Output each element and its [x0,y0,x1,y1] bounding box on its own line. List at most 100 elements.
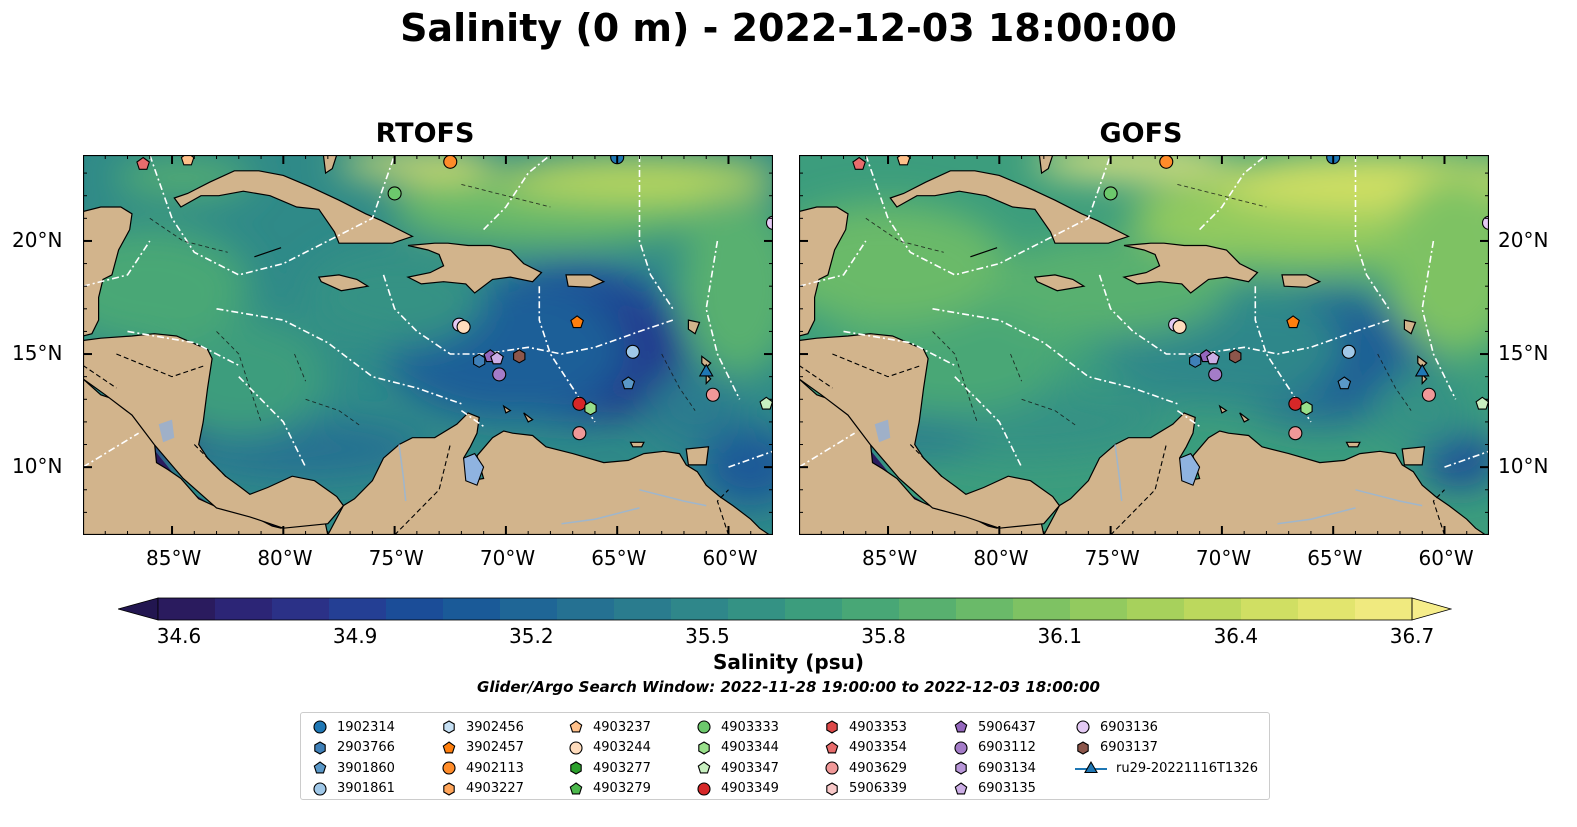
colorbar-segment [557,598,615,620]
eez-boundary [865,155,1112,276]
eez-boundary [460,409,485,428]
legend-column: 1902314 2903766 3901860 3901861 [311,717,395,799]
float-marker [572,426,587,441]
colorbar-segment [956,598,1014,620]
colorbar-segment [158,598,216,620]
legend-item: 6903137 [1074,738,1258,759]
legend-label: ru29-20221116T1326 [1116,760,1259,776]
legend-item: 4903344 [695,738,779,759]
bathymetry-contour [1177,183,1267,208]
legend-marker [443,720,455,734]
float-marker [621,376,636,390]
bathymetry-contour [149,217,228,253]
search-window-text: Glider/Argo Search Window: 2022-11-28 19… [477,678,1100,696]
bathymetry-contour [865,217,944,253]
float-marker [1206,351,1220,365]
legend-marker [954,741,968,755]
eez-boundary [1421,240,1457,400]
colorbar-segment [1184,598,1242,620]
legend-item: 4903279 [567,779,651,800]
legend-label: 4903349 [721,781,779,797]
legend-marker-icon [443,782,455,796]
legend-marker-icon [443,720,455,734]
float-marker [443,155,458,169]
legend-marker [569,782,583,795]
legend-column: 3902456 3902457 4902113 4903227 [440,717,524,799]
legend-item: 3901861 [311,779,395,800]
float-marker [1286,315,1300,329]
colorbar-segment [1241,598,1299,620]
float-marker [513,349,526,364]
legend-label: 6903112 [978,740,1036,756]
float-marker [765,215,773,230]
legend-marker [313,761,327,774]
legend-item: 6903135 [952,779,1036,800]
legend-marker [314,741,326,755]
legend-marker [1084,761,1098,774]
legend-marker-icon [1076,720,1090,734]
float-marker [852,156,866,170]
legend-marker [569,741,583,755]
main-title: Salinity (0 m) - 2022-12-03 18:00:00 [400,6,1177,50]
colorbar-tick-label: 36.1 [1037,624,1082,648]
float-marker [180,155,195,166]
map-frame [83,155,773,535]
legend-marker-icon [570,761,582,775]
legend-item: 4903629 [823,758,907,779]
legend-marker-icon [569,720,583,733]
colorbar-segment [1298,598,1356,620]
float-marker [896,155,911,166]
eez-boundary [705,240,741,400]
legend-marker [569,720,583,733]
legend-label: 4903333 [721,719,779,735]
legend-marker [443,782,455,796]
float-marker [1103,186,1118,201]
legend-item: 4903353 [823,717,907,738]
eez-boundary [1199,155,1267,231]
eez-boundary [83,240,151,287]
colorbar-segment [899,598,957,620]
legend-item: 5906339 [823,779,907,800]
legend-marker [442,761,456,775]
legend-marker [826,782,838,796]
float-marker [1414,363,1430,377]
legend-marker-icon [442,741,456,754]
colorbar-segment [842,598,900,620]
bathymetry-contour [216,331,262,423]
legend-marker-icon [1075,761,1107,774]
colorbar [118,597,1452,621]
legend-label: 2903766 [337,740,395,756]
eez-boundary [799,432,856,468]
legend-marker-icon [1077,741,1089,755]
legend-item: 4903227 [440,779,524,800]
country-border [832,353,922,378]
legend-marker [954,782,968,795]
legend-marker [825,761,839,775]
eez-boundary [1176,409,1201,428]
legend-marker [570,761,582,775]
float-marker [572,396,587,411]
lon-tick-label: 85°W [146,546,202,570]
legend-label: 6903137 [1100,740,1158,756]
legend-item: 6903112 [952,738,1036,759]
lon-tick-label: 70°W [1195,546,1252,570]
legend-item: 3902456 [440,717,524,738]
legend-label: 6903136 [1100,719,1158,735]
bathymetry-contour [661,353,696,411]
bathymetry-contour [1021,398,1078,427]
lat-tick-label: 10°N [1498,454,1549,479]
lat-tick-label: 20°N [12,227,63,252]
lat-tick-label: 10°N [12,454,63,479]
legend-item: 4903349 [695,779,779,800]
colorbar-segment [272,598,330,620]
bathymetry-contour [294,353,307,382]
float-marker [1288,426,1303,441]
colorbar-label: Salinity (psu) [712,650,864,674]
legend-marker [955,761,967,775]
legend-marker-icon [313,720,327,734]
colorbar-tick-label: 35.5 [685,624,730,648]
float-marker [490,351,504,365]
float-marker [698,363,714,377]
float-marker [473,353,486,368]
lon-tick-label: 65°W [1307,546,1363,570]
